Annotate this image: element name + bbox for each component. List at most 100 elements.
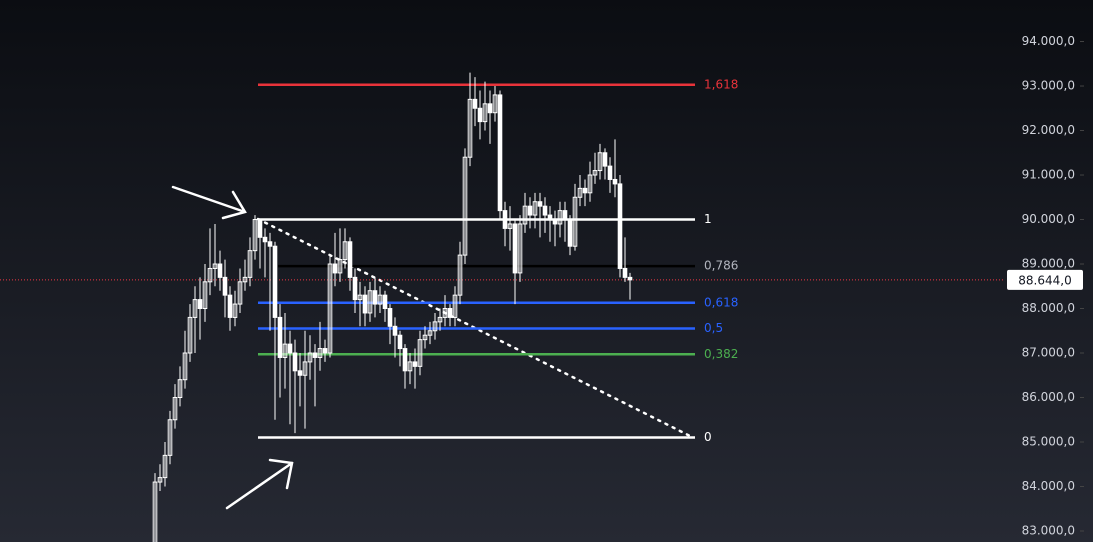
candle-body [387, 308, 393, 327]
candle-body [562, 210, 568, 221]
candle-body [247, 250, 253, 278]
candle-body [442, 308, 448, 318]
fib-label: 1,618 [704, 77, 738, 91]
candle-body [327, 263, 333, 354]
candle-body [432, 321, 438, 332]
y-tick-label: 88.000,0 [1022, 301, 1075, 315]
fib-label: 0,786 [704, 259, 738, 273]
candle-body [307, 352, 313, 363]
last-price-box [1007, 269, 1083, 290]
candle-body [242, 276, 248, 283]
candle-body [367, 290, 373, 314]
candle-body [162, 454, 168, 479]
candle-body [532, 201, 538, 216]
candle-body [612, 178, 618, 185]
candle-body [397, 334, 403, 350]
candle-body [392, 325, 398, 336]
y-tick-label: 91.000,0 [1022, 168, 1075, 182]
candle-body [317, 348, 323, 358]
candle-body [627, 276, 633, 281]
candle-body [297, 370, 303, 376]
candle-body [347, 241, 353, 278]
candle-body [597, 152, 603, 172]
candle-body [552, 219, 558, 225]
candle-body [477, 107, 483, 123]
candle-body [172, 397, 178, 421]
candle-body [222, 276, 228, 296]
candle-body [372, 290, 378, 305]
candle-body [352, 276, 358, 301]
candle-body [522, 205, 528, 225]
candle-body [177, 379, 183, 399]
candle-body [517, 223, 523, 274]
arrow [171, 185, 247, 220]
candle-body [192, 299, 198, 318]
candle-body [487, 103, 493, 114]
fib-label: 0,618 [704, 295, 738, 309]
candle-body [237, 281, 243, 305]
candle-body [207, 267, 213, 283]
y-tick-label: 86.000,0 [1022, 390, 1075, 404]
candle-body [507, 223, 513, 229]
candle-body [322, 348, 328, 354]
y-tick-label: 94.000,0 [1022, 34, 1075, 48]
candle-body [497, 94, 503, 212]
candle-body [462, 156, 468, 256]
candle-body [377, 294, 383, 305]
plot: 83.000,0 84.000,0 85.000,0 86.000,0 87.000,0… [0, 34, 1084, 542]
fib-label: 1 [704, 212, 712, 226]
candle-body [217, 263, 223, 278]
y-tick-label: 92.000,0 [1022, 123, 1075, 137]
candle-body [512, 223, 518, 274]
last-price-label: 88.644,0 [1018, 273, 1071, 287]
candle-body [287, 343, 293, 354]
y-tick-label: 90.000,0 [1022, 212, 1075, 226]
candle-body [362, 294, 368, 314]
y-tick-label: 89.000,0 [1022, 257, 1075, 271]
candle-body [572, 196, 578, 247]
candle-body [582, 187, 588, 194]
candle-body [232, 303, 238, 318]
candle-body [547, 214, 553, 221]
candle-body [337, 259, 343, 274]
candle-body [537, 201, 543, 207]
candle-body [542, 205, 548, 216]
candle-body [272, 245, 278, 318]
y-tick-label: 84.000,0 [1022, 479, 1075, 493]
candle-body [357, 294, 363, 301]
fib-label: 0,5 [704, 321, 723, 335]
y-tick-label: 93.000,0 [1022, 79, 1075, 93]
arrow [225, 458, 294, 510]
candle-body [622, 267, 628, 278]
candle-body [167, 419, 173, 456]
candle-body [422, 334, 428, 341]
candle-body [182, 352, 188, 381]
candle-body [472, 98, 478, 109]
fib-label: 0 [704, 430, 712, 444]
candle-body [332, 263, 338, 274]
candle-body [567, 219, 573, 247]
candle-body [577, 187, 583, 198]
candle-body [482, 103, 488, 123]
candle-body [557, 210, 563, 225]
candle-body [617, 183, 623, 269]
candle-body [447, 308, 453, 318]
candle-body [492, 94, 498, 114]
candle-body [312, 352, 318, 358]
candle-body [282, 343, 288, 358]
candle-body [157, 477, 163, 483]
candle-body [437, 316, 443, 323]
candle-body [277, 316, 283, 358]
candle-body [212, 263, 218, 269]
y-tick-label: 83.000,0 [1022, 524, 1075, 538]
candle-body [252, 219, 258, 252]
candle-body [527, 205, 533, 216]
candle-body [292, 352, 298, 372]
candle-body [452, 294, 458, 318]
candle-body [592, 170, 598, 176]
candle-body [257, 219, 263, 238]
fib-label: 0,382 [704, 347, 738, 361]
candle-body [502, 210, 508, 229]
